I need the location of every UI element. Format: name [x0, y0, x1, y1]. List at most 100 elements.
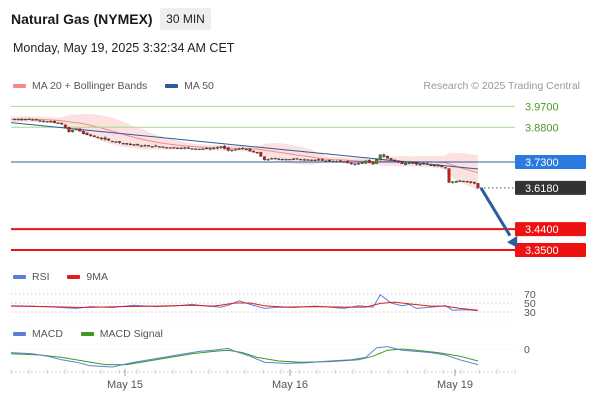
candle-body — [476, 183, 480, 189]
candle-body — [103, 137, 107, 140]
candle-body — [324, 160, 328, 162]
candle-body — [320, 159, 324, 161]
candle-body — [161, 146, 165, 148]
ma50-line — [10, 122, 479, 170]
candle-body — [49, 120, 53, 123]
candle-body — [63, 124, 67, 129]
candle-body — [349, 163, 353, 165]
rsi-tick-label: 30 — [524, 307, 536, 319]
candle-body — [45, 121, 49, 123]
legend-label: MACD — [32, 328, 63, 340]
candle-body — [425, 163, 429, 165]
candle-body — [422, 162, 426, 165]
candle-body — [328, 160, 332, 162]
level-label: 3.9700 — [525, 101, 559, 113]
candle-body — [100, 137, 103, 140]
candle-body — [331, 160, 335, 163]
macd-signal-swatch — [80, 332, 94, 337]
candle-body — [219, 146, 223, 148]
candle-body — [284, 159, 288, 161]
candle-body — [92, 135, 96, 137]
legend-item-rsi[interactable]: RSI — [13, 271, 50, 283]
legend-item-ma20-bollinger[interactable]: MA 20 + Bollinger Bands — [13, 80, 147, 92]
legend-item-macd[interactable]: MACD — [13, 328, 63, 340]
candle-body — [259, 152, 263, 157]
timestamp: Monday, May 19, 2025 3:32:34 AM CET — [13, 41, 235, 55]
candle-body — [20, 118, 24, 121]
candle-body — [255, 152, 259, 154]
candle-body — [371, 161, 375, 165]
candle-body — [197, 148, 201, 151]
candle-body — [186, 147, 190, 149]
level-label: 3.8800 — [525, 122, 559, 134]
price-legend: MA 20 + Bollinger Bands MA 50 — [13, 80, 214, 92]
candle-body — [429, 164, 433, 167]
candle-body — [194, 148, 198, 150]
candle-body — [367, 160, 371, 163]
legend-item-9ma[interactable]: 9MA — [67, 271, 108, 283]
candle-body — [230, 149, 234, 151]
macd-tick-label: 0 — [524, 344, 530, 356]
candle-body — [346, 160, 350, 164]
x-tick-label: May 16 — [272, 379, 308, 391]
candle-body — [132, 144, 136, 146]
candle-body — [451, 181, 455, 183]
candle-body — [291, 158, 295, 160]
candle-body — [71, 130, 75, 132]
candle-body — [205, 147, 208, 150]
candle-body — [310, 159, 313, 161]
level-label: 3.3500 — [525, 245, 559, 257]
support-label-box — [515, 222, 586, 237]
timeframe-badge[interactable]: 30 MIN — [160, 8, 211, 30]
rsi-swatch — [13, 275, 26, 280]
legend-item-macd-signal[interactable]: MACD Signal — [80, 328, 163, 340]
candle-body — [436, 164, 440, 167]
candle-body — [226, 147, 230, 151]
candle-body — [447, 168, 451, 183]
candle-body — [176, 147, 179, 149]
candle-body — [139, 145, 143, 147]
legend-label: MA 20 + Bollinger Bands — [32, 80, 148, 92]
candle-body — [172, 147, 176, 149]
candle-body — [52, 121, 56, 124]
x-tick-label: May 15 — [107, 379, 143, 391]
candle-body — [443, 167, 447, 169]
research-credit: Research © 2025 Trading Central — [423, 80, 580, 92]
legend-item-ma50[interactable]: MA 50 — [165, 80, 214, 92]
candle-body — [56, 122, 60, 124]
candle-body — [107, 138, 111, 141]
rsi-tick-label: 70 — [524, 289, 536, 301]
legend-label: MACD Signal — [99, 328, 163, 340]
rsi-legend: RSI 9MA — [13, 271, 108, 283]
candle-body — [375, 159, 379, 164]
candle-body — [411, 162, 415, 164]
macd-legend: MACD MACD Signal — [13, 328, 163, 340]
candle-body — [31, 119, 35, 121]
candle-body — [440, 165, 444, 168]
candle-body — [118, 141, 122, 143]
candle-body — [78, 128, 82, 132]
candle-body — [27, 118, 31, 120]
legend-label: 9MA — [86, 271, 108, 283]
candle-body — [150, 146, 154, 148]
rsi-9ma-line — [10, 301, 479, 311]
candle-body — [81, 131, 85, 134]
forecast-arrow-head — [506, 235, 518, 248]
macd-swatch — [13, 332, 26, 337]
candle-body — [281, 158, 284, 161]
legend-label: MA 50 — [184, 80, 214, 92]
candle-body — [208, 148, 212, 150]
candle-body — [241, 147, 245, 150]
candle-body — [266, 159, 270, 161]
candle-body — [16, 118, 20, 121]
candle-body — [233, 149, 237, 151]
candle-body — [299, 159, 303, 161]
candle-body — [42, 120, 46, 123]
candle-body — [378, 154, 382, 161]
candle-body — [157, 146, 161, 148]
candle-body — [85, 132, 89, 135]
candle-body — [114, 141, 118, 143]
candle-body — [165, 147, 169, 149]
candle-body — [67, 127, 71, 133]
